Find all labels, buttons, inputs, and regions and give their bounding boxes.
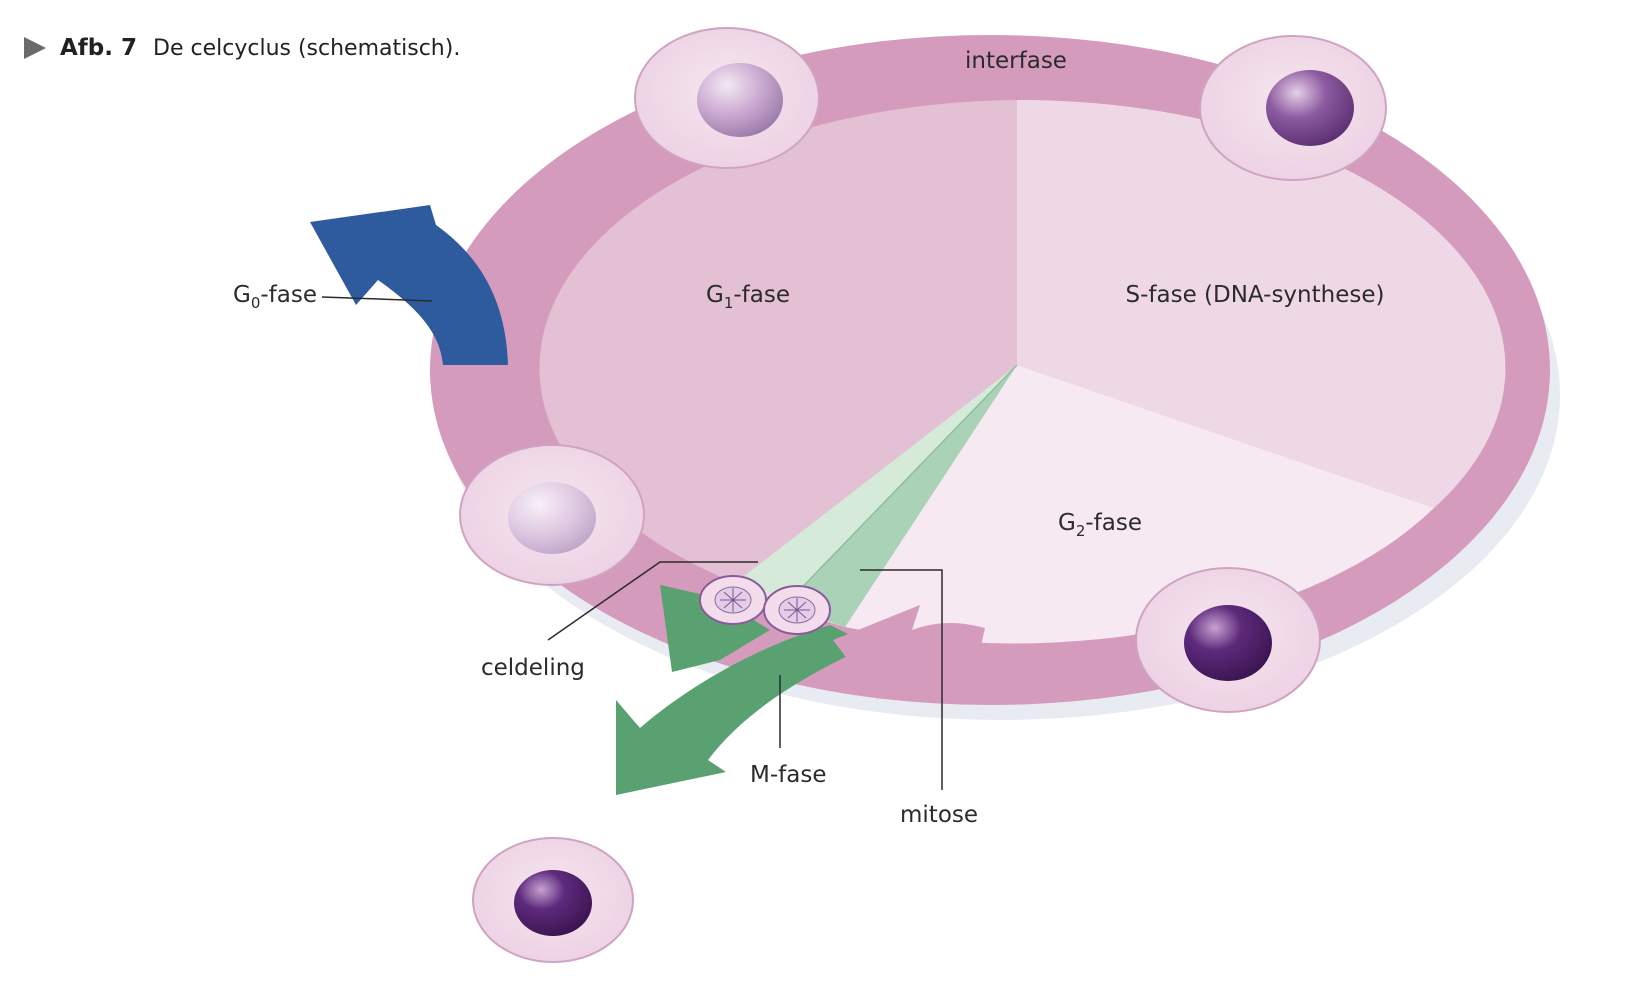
- label-m-fase: M-fase: [750, 762, 826, 788]
- figure-caption: Afb. 7 De celcyclus (schematisch).: [24, 28, 460, 68]
- label-celdeling: celdeling: [481, 655, 585, 681]
- label-s-fase: S-fase (DNA-synthese): [1126, 282, 1385, 308]
- dividing-cell-icon: [763, 585, 831, 635]
- cell-icon: [459, 444, 645, 586]
- cell-icon: [1135, 567, 1321, 713]
- m-phase-arrow: [616, 625, 870, 795]
- sector-g2: [845, 365, 1434, 644]
- dividing-cell-icon: [699, 575, 767, 625]
- label-g2-fase: G2-fase: [1058, 510, 1142, 540]
- sector-g1: [539, 100, 1017, 583]
- label-mitose: mitose: [900, 802, 978, 828]
- label-g1-fase: G1-fase: [706, 282, 790, 312]
- caption-number: Afb. 7: [60, 35, 138, 61]
- sector-s: [1017, 99, 1506, 508]
- m-phase-arrow-upper: [660, 585, 770, 672]
- g0-leader-line: [321, 296, 433, 302]
- caption-triangle-icon: [24, 37, 46, 59]
- caption-text: De celcyclus (schematisch).: [153, 35, 461, 61]
- label-interfase: interfase: [965, 48, 1067, 74]
- sector-mitosis: [735, 365, 1017, 627]
- return-arrow: [833, 605, 985, 700]
- cell-icon: [472, 837, 634, 963]
- celdeling-leader-line: [547, 561, 758, 641]
- mitose-leader-line: [860, 569, 943, 790]
- sector-mitosis-dark: [785, 365, 1017, 627]
- label-g0-fase: G0-fase: [233, 282, 317, 312]
- sector-divider: [784, 364, 1018, 606]
- g0-arrow: [310, 205, 508, 365]
- cell-icon: [634, 27, 820, 169]
- cell-icon: [1199, 35, 1387, 181]
